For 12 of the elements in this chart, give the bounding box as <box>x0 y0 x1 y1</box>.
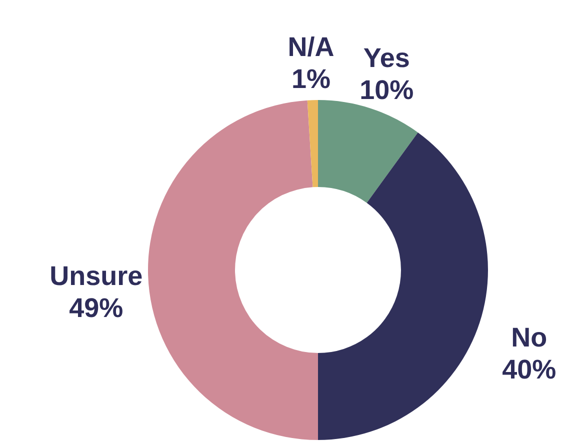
donut-slice <box>307 100 318 188</box>
data-label: 1% <box>292 64 331 94</box>
donut-slice <box>318 132 488 440</box>
donut-slice <box>318 100 418 203</box>
data-label: 40% <box>502 354 556 385</box>
slice-label: Unsure <box>50 260 143 291</box>
donut-slice <box>148 100 318 440</box>
slice-label: Yes <box>363 42 410 73</box>
slice-label: N/A <box>288 32 334 62</box>
data-label: 49% <box>69 292 124 323</box>
data-label: 10% <box>360 74 414 105</box>
slice-label: No <box>511 322 548 353</box>
